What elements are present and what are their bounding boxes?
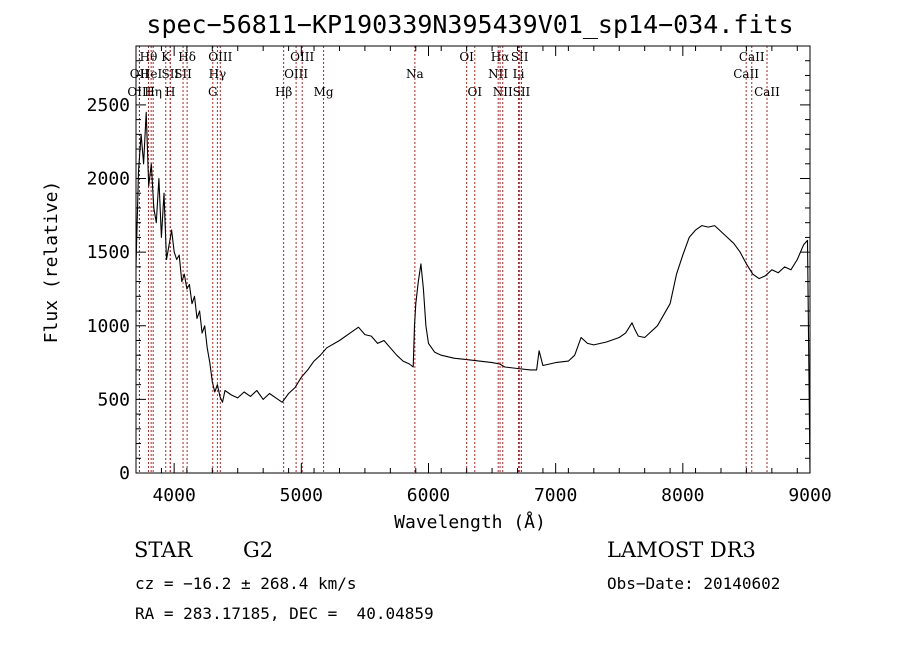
spectral-line-label: HeI [140,67,163,81]
spectral-line-label: H [165,85,175,99]
spectral-line-label: OIII [127,85,151,99]
spectral-line-label: OIII [208,50,232,64]
y-tick-label: 2000 [87,169,130,190]
x-axis-label: Wavelength (Å) [394,511,546,533]
spectral-line-label: CaII [739,50,765,64]
spectral-line-label: NII [493,85,513,99]
observation-date: Obs−Date: 20140602 [607,574,781,593]
y-tick-label: 0 [119,463,130,484]
y-tick-label: 1500 [87,242,130,263]
spectral-line-label: SII [513,85,531,99]
spectral-line-label: Mg [314,85,334,99]
y-axis-label: Flux (relative) [41,181,62,344]
spectral-line-label: K [161,50,171,64]
y-tick-label: 500 [97,389,130,410]
spectral-line-label: CaII [754,85,780,99]
spectral-line-label: OI [459,50,474,64]
spectral-line-label: Hα [491,50,510,64]
spectral-line-label: Li [513,67,525,81]
spectrum-series [135,111,811,474]
redshift-cz: cz = −16.2 ± 268.4 km/s [135,574,357,593]
spectral-line-label: Hθ [140,50,158,64]
spectral-line-label: SII [511,50,529,64]
spectral-line-label: Hγ [209,67,227,81]
ra-dec-coordinates: RA = 283.17185, DEC = 40.04859 [135,604,434,623]
spectral-line-label: NII [488,67,508,81]
y-tick-label: 2500 [87,95,130,116]
axis-ticks: 4000 5000 6000 7000 8000 9000 0 500 1000 1500 2000… [87,46,832,506]
x-tick-label: 4000 [152,485,195,506]
spectral-line-label: Hβ [275,85,292,99]
x-tick-label: 7000 [534,485,577,506]
spectral-line-label: SII [174,67,192,81]
x-tick-label: 6000 [407,485,450,506]
spectral-line-label: Na [406,67,424,81]
spectral-line-label: OI [467,85,482,99]
spectrum-line [135,111,811,474]
spectral-line-label: OIII [290,50,314,64]
y-tick-label: 1000 [87,316,130,337]
x-tick-label: 9000 [788,485,831,506]
object-subclass: G2 [243,538,274,562]
x-tick-label: 5000 [280,485,323,506]
chart-title: spec−56811−KP190339N395439V01_sp14−034.f… [146,10,793,39]
plot-frame [135,45,811,474]
spectral-line-label: CaII [733,67,759,81]
x-tick-label: 8000 [661,485,704,506]
spectral-line-label: Hδ [178,50,196,64]
spectral-line-label: OIII [284,67,308,81]
spectral-line-label: Hη [144,85,162,99]
survey-name: LAMOST DR3 [607,538,756,562]
object-class: STAR [134,538,193,562]
spectral-line-label: G [208,85,218,99]
